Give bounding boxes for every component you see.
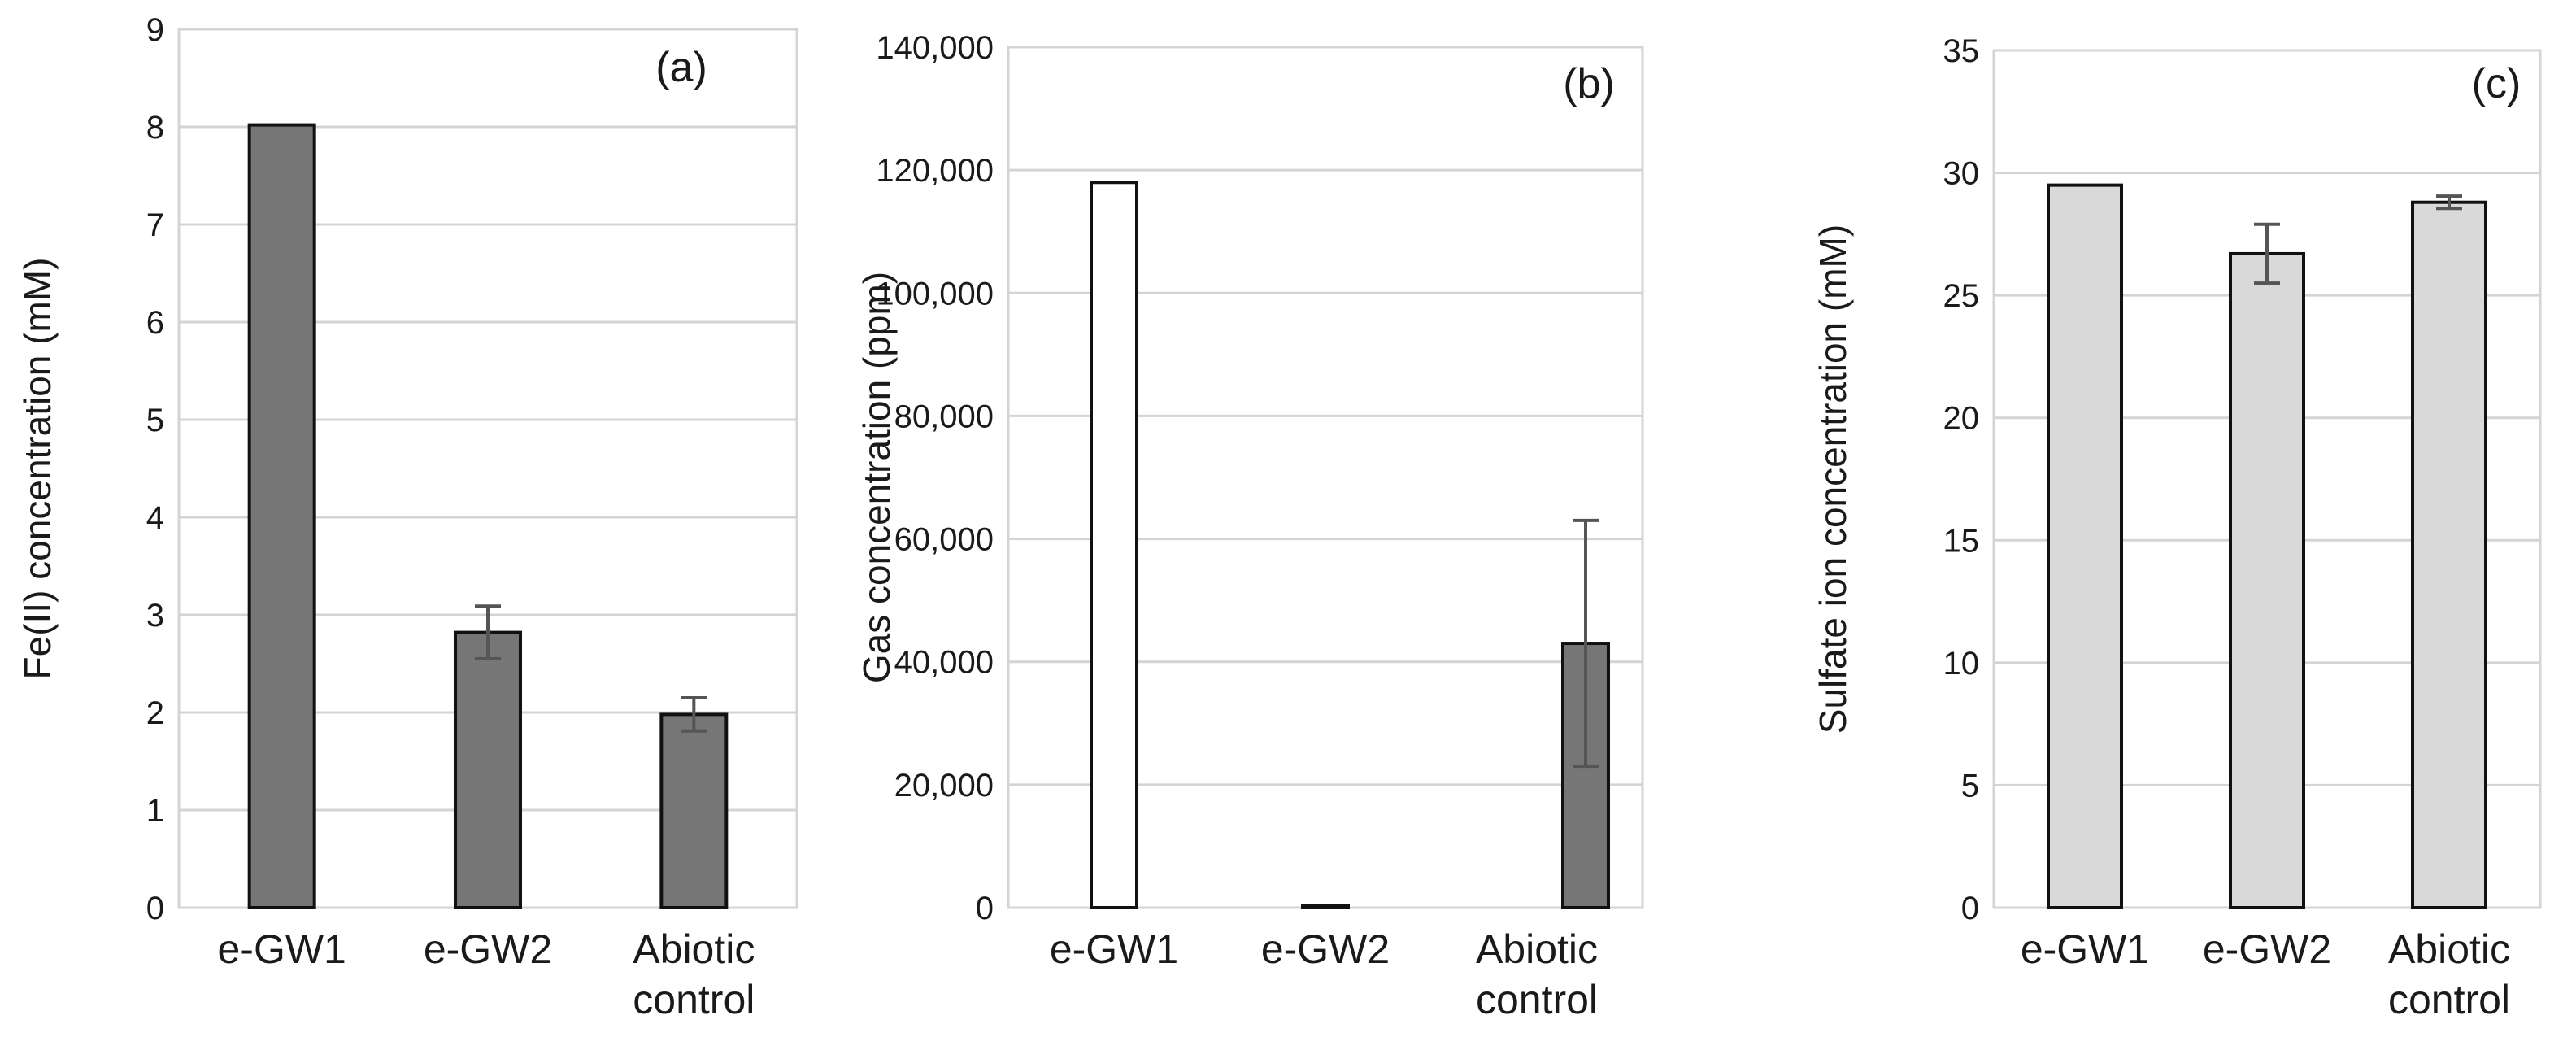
x-category-label: Abiotic control <box>1476 926 1598 1022</box>
x-category-label: Abiotic control <box>2388 926 2510 1022</box>
x-category-label-line: e-GW2 <box>2203 926 2331 972</box>
chart-panel-c: 0 5 10 15 20 25 30 35 e-GW1 e-GW2 Abiotic control Su… <box>1812 33 2542 1022</box>
y-tick-label: 35 <box>1943 33 1980 69</box>
bar <box>247 123 316 910</box>
bar <box>1090 181 1138 909</box>
y-tick-label: 8 <box>146 110 164 146</box>
y-axis-title: Fe(II) concentration (mM) <box>16 258 59 680</box>
y-tick-label: 0 <box>146 891 164 926</box>
x-category-label: e-GW2 <box>424 926 552 972</box>
y-tick-label: 0 <box>1961 891 1979 926</box>
y-axis-title: Gas concentration (ppm) <box>855 272 898 683</box>
x-category-label: e-GW2 <box>1261 926 1390 972</box>
x-category-label: Abiotic control <box>633 926 755 1022</box>
y-tick-label: 20 <box>1943 401 1980 437</box>
x-category-label-line: Abiotic <box>633 926 755 972</box>
y-tick-label: 5 <box>146 403 164 438</box>
x-category-label: e-GW1 <box>2021 926 2149 972</box>
x-category-label: e-GW1 <box>217 926 346 972</box>
x-category-label-line: control <box>1476 977 1598 1022</box>
y-tick-label: 6 <box>146 305 164 341</box>
x-category-label-line: e-GW2 <box>424 926 552 972</box>
y-tick-label: 120,000 <box>876 153 994 189</box>
y-tick-label: 100,000 <box>876 276 994 312</box>
chart-panel-a: 0 1 2 3 4 5 6 7 8 9 e-GW1 e-GW2 Abiotic control Fe(II)… <box>16 12 798 1022</box>
bar <box>2047 183 2123 909</box>
y-tick-label: 2 <box>146 695 164 731</box>
x-category-label-line: control <box>2388 977 2510 1022</box>
chart-panel-b: 0 20,000 40,000 60,000 80,000 100,000 120,000 1… <box>855 30 1644 1022</box>
bar <box>2411 200 2487 910</box>
panel-label: (b) <box>1563 60 1615 107</box>
bar <box>1301 904 1350 910</box>
bar <box>2229 251 2305 910</box>
bar <box>659 712 729 910</box>
y-tick-label: 9 <box>146 12 164 48</box>
y-tick-label: 15 <box>1943 523 1980 559</box>
y-tick-label: 25 <box>1943 278 1980 314</box>
x-category-label-line: e-GW1 <box>1050 926 1178 972</box>
y-tick-label: 10 <box>1943 646 1980 682</box>
y-tick-label: 4 <box>146 500 164 536</box>
y-tick-label: 5 <box>1961 768 1979 804</box>
x-category-label: e-GW1 <box>1050 926 1178 972</box>
y-tick-label: 7 <box>146 207 164 243</box>
bar <box>454 630 522 909</box>
y-tick-label: 20,000 <box>894 768 994 804</box>
y-tick-label: 0 <box>976 891 994 926</box>
x-category-label-line: Abiotic <box>1476 926 1598 972</box>
y-tick-label: 3 <box>146 598 164 634</box>
panel-label: (c) <box>2472 60 2522 107</box>
y-tick-label: 60,000 <box>894 522 994 558</box>
y-tick-label: 140,000 <box>876 30 994 66</box>
y-axis-title: Sulfate ion concentration (mM) <box>1812 224 1854 734</box>
y-tick-label: 40,000 <box>894 645 994 681</box>
y-tick-label: 1 <box>146 793 164 829</box>
x-category-label-line: control <box>633 977 755 1022</box>
x-category-label-line: Abiotic <box>2388 926 2510 972</box>
x-category-label-line: e-GW2 <box>1261 926 1390 972</box>
x-category-label-line: e-GW1 <box>2021 926 2149 972</box>
x-category-label: e-GW2 <box>2203 926 2331 972</box>
x-category-label-line: e-GW1 <box>217 926 346 972</box>
y-tick-label: 30 <box>1943 156 1980 192</box>
y-tick-label: 80,000 <box>894 399 994 434</box>
panel-label: (a) <box>655 44 707 91</box>
